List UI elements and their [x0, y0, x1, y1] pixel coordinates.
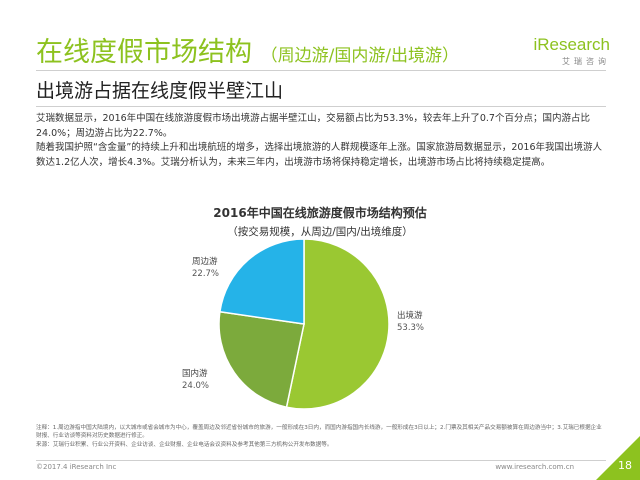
- pie-slice-domestic: [218, 310, 305, 409]
- logo-cn: 艾瑞咨询: [562, 57, 610, 66]
- pie-slice-nearby: [219, 238, 305, 325]
- label-outbound: 出境游 53.3%: [397, 310, 424, 334]
- label-nearby-value: 22.7%: [192, 269, 220, 279]
- paragraph-1: 艾瑞数据显示，2016年中国在线旅游度假市场出境游占据半壁江山，交易额占比为53…: [36, 113, 590, 139]
- notes: 注释：1.周边游指中国大陆境内，以大城市或省会城市为中心，覆盖周边及邻近省份城市…: [36, 424, 602, 449]
- label-outbound-name: 出境游: [397, 311, 423, 321]
- paragraph-2: 随着我国护照“含金量”的持续上升和出境航班的增多，选择出境旅游的人群规模逐年上涨…: [36, 142, 603, 168]
- page-number: 18: [618, 459, 632, 472]
- logo-brand: iResearch: [533, 35, 610, 54]
- notes-line-1: 注释：1.周边游指中国大陆境内，以大城市或省会城市为中心，覆盖周边及邻近省份城市…: [36, 425, 602, 440]
- chart-subtitle: （按交易规模，从周边/国内/出境维度）: [227, 226, 413, 238]
- website-url: www.iresearch.com.cn: [495, 463, 574, 471]
- pie-slice-outbound: [285, 238, 390, 410]
- subtitle-divider: [36, 106, 606, 107]
- iresearch-logo: iResearch 艾瑞咨询: [530, 36, 610, 67]
- page-title-sub: （周边游/国内游/出境游）: [260, 46, 460, 66]
- notes-line-2: 来源：艾瑞行业积累、行业公开资料、企业访谈、企业财报、企业电话会议资料及参考其他…: [36, 441, 333, 448]
- footer-divider: [36, 460, 606, 461]
- page-title-main: 在线度假市场结构: [36, 37, 252, 68]
- label-outbound-value: 53.3%: [397, 323, 425, 333]
- label-domestic-value: 24.0%: [182, 381, 210, 391]
- label-domestic-name: 国内游: [182, 369, 208, 379]
- page-corner: [596, 436, 640, 480]
- label-domestic: 国内游 24.0%: [182, 368, 209, 392]
- body-text: 艾瑞数据显示，2016年中国在线旅游度假市场出境游占据半壁江山，交易额占比为53…: [36, 112, 608, 170]
- page-title: 在线度假市场结构 （周边游/国内游/出境游）: [36, 30, 459, 69]
- title-divider: [36, 70, 606, 71]
- page-subtitle: 出境游占据在线度假半壁江山: [36, 80, 284, 102]
- label-nearby: 周边游 22.7%: [192, 256, 219, 280]
- chart-title: 2016年中国在线旅游度假市场结构预估: [213, 206, 427, 220]
- label-nearby-name: 周边游: [192, 257, 218, 267]
- copyright: ©2017.4 iResearch Inc: [36, 463, 117, 471]
